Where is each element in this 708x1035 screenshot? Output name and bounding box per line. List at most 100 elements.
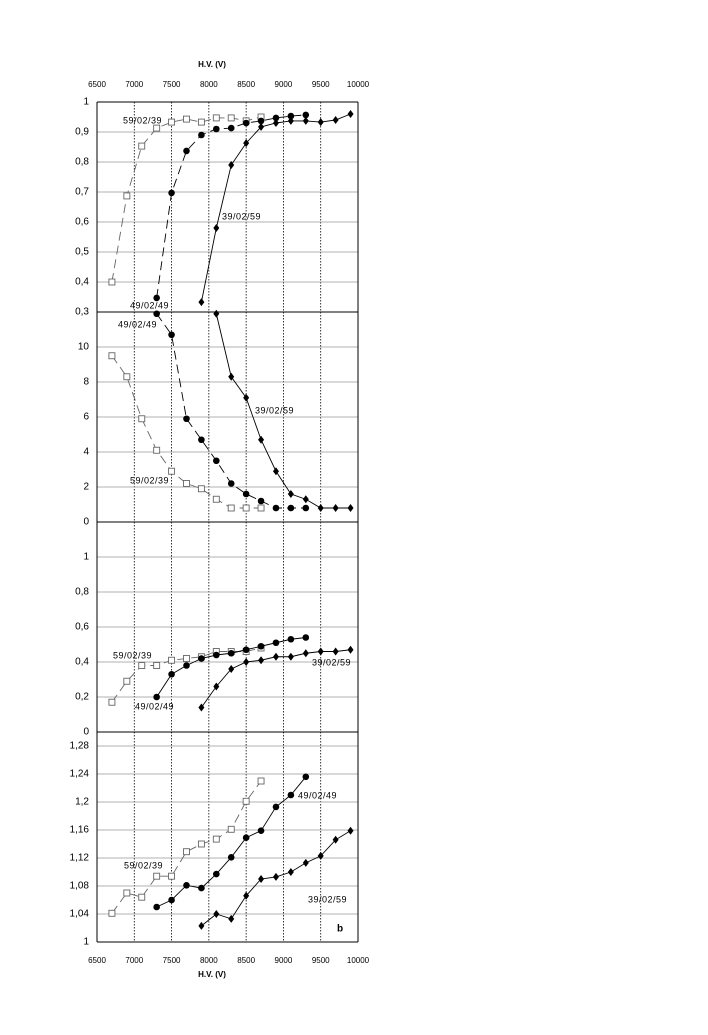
point [228, 665, 235, 673]
point [153, 310, 160, 318]
point [108, 909, 116, 917]
series-line [111, 780, 262, 914]
series-label: 39/02/59 [255, 405, 294, 415]
point [242, 646, 250, 654]
y-tick-label: 1,04 [70, 909, 90, 920]
point [242, 834, 250, 841]
point [332, 647, 339, 656]
series-label: 49/02/49 [135, 701, 174, 711]
point [287, 635, 295, 643]
point [347, 110, 354, 118]
point [317, 647, 324, 656]
point [242, 797, 250, 805]
point [227, 114, 235, 122]
point [123, 889, 131, 897]
y-tick-label: 0,4 [75, 657, 89, 668]
point [213, 651, 220, 659]
point [183, 115, 190, 123]
point [227, 854, 235, 861]
point [168, 896, 175, 904]
point [243, 658, 250, 666]
point [258, 875, 265, 883]
x-tick-label: 10000 [347, 956, 370, 965]
series-line [111, 116, 262, 283]
y-tick-label: 0 [83, 727, 89, 738]
y-tick-label: 1 [83, 937, 89, 948]
point [138, 662, 146, 669]
y-tick-label: 0 [83, 517, 89, 528]
point [272, 119, 279, 127]
point [302, 504, 310, 512]
x-tick-label: 8500 [237, 956, 255, 965]
point [347, 645, 354, 654]
point [302, 495, 309, 504]
point [123, 373, 131, 381]
point [197, 840, 205, 848]
point [302, 116, 309, 125]
x-tick-label: 7500 [163, 80, 181, 89]
point [227, 480, 235, 487]
point [123, 677, 131, 685]
y-tick-label: 1 [83, 97, 89, 108]
point [272, 114, 280, 122]
point [302, 858, 309, 867]
series-label: 49/02/49 [130, 300, 169, 310]
series-label: 39/02/59 [222, 211, 261, 221]
series-label: 49/02/49 [298, 790, 337, 800]
point [108, 698, 116, 706]
x-axis-title: H.V. (V) [198, 970, 226, 979]
point [317, 118, 324, 127]
point [243, 891, 250, 900]
point [198, 298, 205, 307]
point [257, 642, 265, 650]
point [228, 161, 235, 169]
point [287, 868, 294, 876]
point [138, 415, 146, 423]
point [227, 504, 235, 512]
point [302, 111, 310, 119]
point [198, 884, 205, 892]
point [213, 870, 220, 878]
point [198, 131, 205, 139]
x-tick-label: 9000 [275, 956, 293, 965]
point [198, 703, 205, 712]
y-tick-label: 1 [83, 552, 89, 563]
point [257, 504, 265, 512]
point [153, 662, 161, 669]
series-label: 39/02/59 [312, 657, 351, 667]
y-tick-label: 0,8 [75, 157, 89, 168]
y-tick-label: 1,16 [70, 825, 90, 836]
y-tick-label: 1,12 [70, 853, 90, 864]
x-tick-label: 7500 [163, 956, 181, 965]
point [332, 116, 339, 124]
series-label: 59/02/39 [130, 475, 169, 485]
point [138, 142, 146, 150]
point [347, 826, 354, 835]
point [108, 352, 116, 360]
point [258, 656, 265, 665]
x-tick-label: 9500 [312, 80, 330, 89]
y-tick-label: 8 [83, 377, 89, 388]
point [168, 872, 176, 880]
point [243, 393, 250, 402]
point [242, 119, 250, 127]
point [332, 835, 339, 844]
x-tick-label: 6500 [88, 80, 106, 89]
point [168, 331, 175, 339]
point [213, 309, 220, 318]
point [168, 670, 175, 678]
x-tick-label: 9000 [275, 80, 293, 89]
point [168, 189, 175, 197]
point [153, 124, 161, 132]
point [198, 436, 205, 444]
point [213, 125, 220, 133]
point [153, 294, 160, 302]
point [257, 777, 265, 785]
x-tick-label: 9500 [312, 956, 330, 965]
point [347, 504, 354, 512]
point [227, 124, 235, 132]
point [168, 118, 176, 126]
point [183, 655, 190, 662]
point [257, 497, 265, 505]
point [242, 504, 250, 512]
